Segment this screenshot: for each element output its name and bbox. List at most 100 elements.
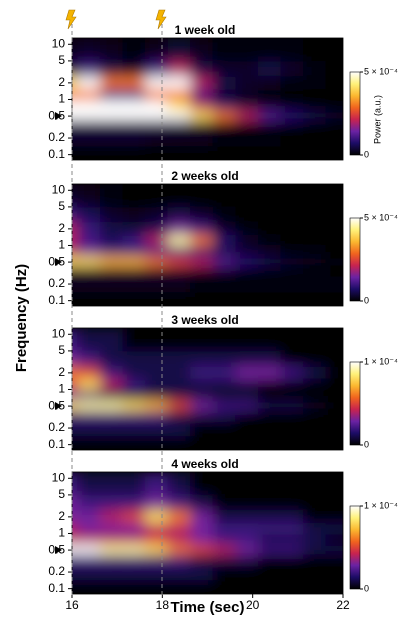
colorbar-tick-label: 1 × 10⁻⁴: [364, 356, 398, 366]
heatmap-cell: [303, 99, 338, 111]
y-tick-label: 0.1: [48, 437, 65, 451]
heatmap-cell: [325, 565, 343, 581]
frequency-marker: [55, 258, 62, 266]
colorbar-tick-label: 0: [364, 439, 369, 449]
heatmap-cell: [303, 533, 338, 545]
x-tick-label: 18: [156, 598, 170, 612]
heatmap-cell: [280, 544, 316, 555]
heatmap-cell: [190, 99, 225, 111]
y-tick-label: 0.2: [48, 276, 65, 290]
colorbar: [349, 361, 361, 446]
heatmap-cell: [325, 131, 343, 147]
frequency-markers: [55, 112, 62, 554]
heatmap-cell: [325, 351, 343, 367]
heatmap-cell: [325, 328, 343, 352]
heatmap-cell: [303, 389, 338, 401]
heatmap-cell: [77, 378, 112, 390]
heatmap-cell: [99, 99, 135, 111]
heatmap-cell: [99, 389, 135, 401]
heatmap-cell: [122, 234, 158, 246]
plot-area: [72, 472, 343, 594]
heatmap-cell: [212, 266, 248, 278]
heatmap-cell: [167, 256, 203, 267]
heatmap-cell: [257, 533, 293, 545]
colorbar-tick-label: 0: [364, 149, 369, 159]
heatmap-cell: [99, 88, 135, 100]
heatmap-cell: [235, 234, 270, 246]
heatmap-cell: [325, 580, 343, 594]
heatmap-cell: [235, 544, 270, 555]
frequency-marker: [55, 546, 62, 554]
heatmap-cell: [235, 410, 270, 422]
heatmap-cell: [99, 378, 135, 390]
heatmap-cell: [190, 378, 225, 390]
heatmap-cell: [212, 234, 248, 246]
heatmap-cell: [167, 389, 203, 401]
heatmap-cell: [325, 120, 343, 132]
heatmap-cell: [122, 110, 158, 121]
heatmap-cell: [122, 88, 158, 100]
heatmap-cell: [325, 495, 343, 511]
heatmap-cell: [257, 522, 293, 534]
y-axis-label: Frequency (Hz): [13, 264, 30, 372]
heatmap-cell: [235, 522, 270, 534]
heatmap-cell: [77, 256, 112, 267]
stimulus-lines: [65, 9, 167, 596]
heatmap-cell: [303, 522, 338, 534]
heatmap-cell: [303, 245, 338, 257]
y-tick-label: 1: [58, 238, 65, 252]
heatmap-cell: [303, 400, 338, 411]
y-tick-label: 0.1: [48, 581, 65, 595]
heatmap-cell: [325, 544, 343, 555]
heatmap-cell: [212, 378, 248, 390]
heatmap-cell: [212, 400, 248, 411]
heatmap-cell: [167, 522, 203, 534]
heatmap-cell: [77, 400, 112, 411]
colorbar: [349, 505, 361, 590]
heatmap-cell: [325, 366, 343, 379]
heatmap-cell: [122, 266, 158, 278]
heatmap-cell: [190, 389, 225, 401]
heatmap-cell: [212, 256, 248, 267]
heatmap-cell: [325, 421, 343, 437]
heatmap-cell: [99, 234, 135, 246]
heatmap-cell: [77, 533, 112, 545]
x-tick-label: 20: [246, 598, 260, 612]
heatmap-cell: [99, 522, 135, 534]
heatmap-cell: [325, 510, 343, 523]
heatmap-cell: [190, 400, 225, 411]
y-tick-label: 2: [58, 509, 65, 523]
frequency-marker: [55, 402, 62, 410]
heatmap-cell: [235, 110, 270, 121]
heatmap-cells: [72, 184, 343, 306]
heatmap-cell: [325, 277, 343, 293]
heatmap-cell: [303, 234, 338, 246]
heatmap-cell: [303, 378, 338, 390]
heatmap-cell: [325, 234, 343, 246]
heatmap-cell: [122, 533, 158, 545]
heatmap-cell: [190, 410, 225, 422]
heatmap-cell: [325, 533, 343, 545]
heatmap-cell: [167, 544, 203, 555]
heatmap-cell: [99, 410, 135, 422]
heatmap-cell: [99, 400, 135, 411]
heatmap-cell: [122, 410, 158, 422]
heatmap-cell: [77, 88, 112, 100]
heatmap-cell: [280, 378, 316, 390]
heatmap-cell: [122, 554, 158, 566]
panel-title: 3 weeks old: [171, 313, 238, 327]
heatmap-cell: [325, 554, 343, 566]
frequency-marker: [55, 112, 62, 120]
heatmap-cell: [325, 110, 343, 121]
y-tick-label: 2: [58, 365, 65, 379]
heatmap-cell: [122, 256, 158, 267]
heatmap-cell: [280, 522, 316, 534]
plot-area: [72, 38, 343, 160]
heatmap-cell: [325, 245, 343, 257]
heatmap-cells: [72, 472, 343, 594]
heatmap-cell: [77, 544, 112, 555]
